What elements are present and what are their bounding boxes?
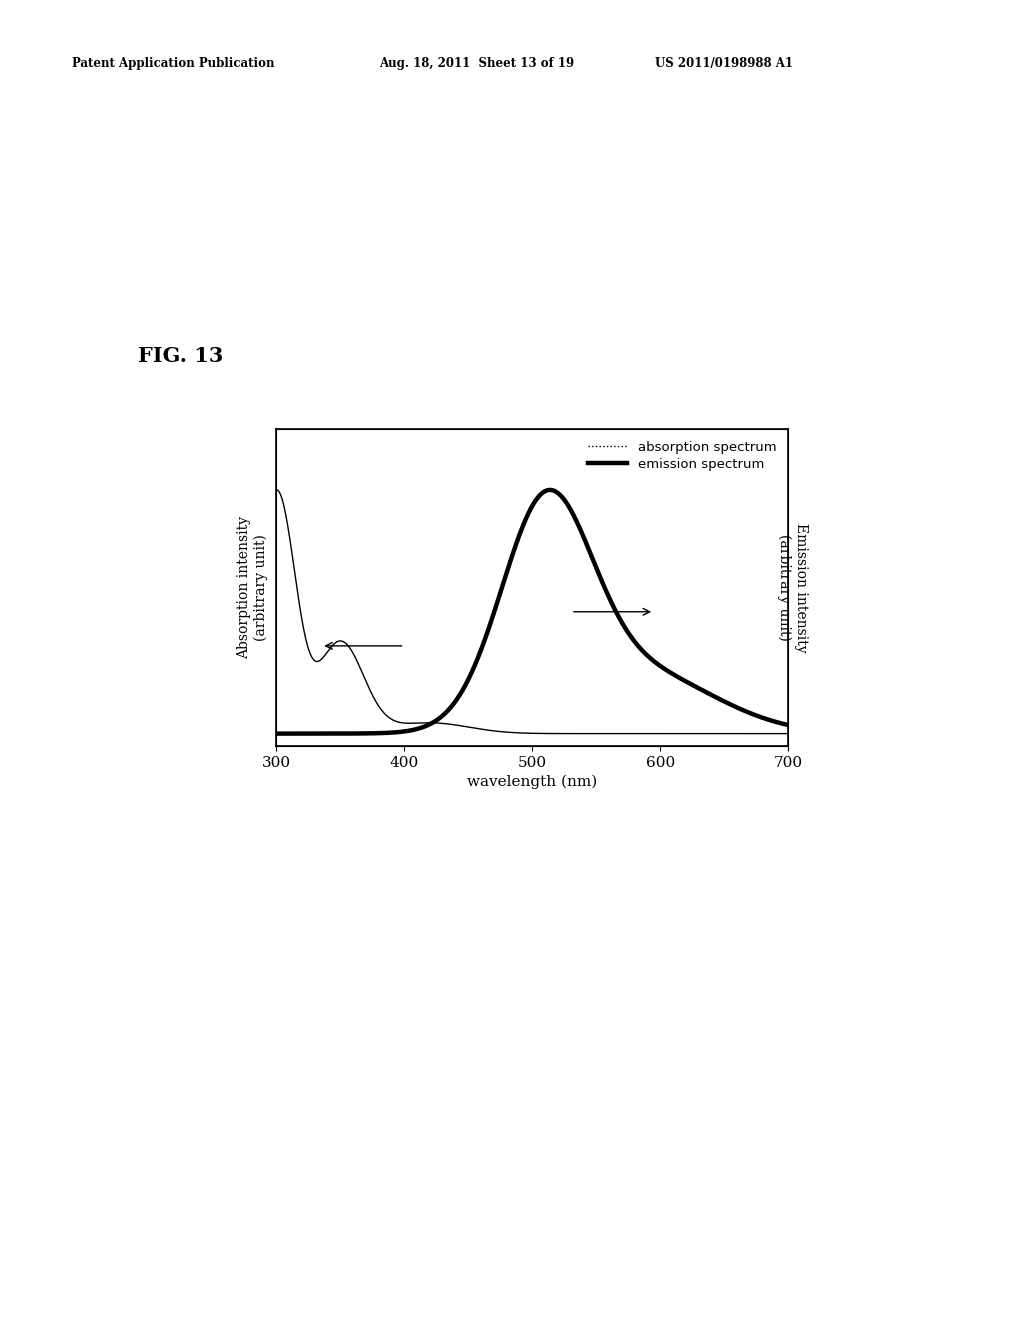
Text: FIG. 13: FIG. 13 <box>138 346 223 366</box>
Text: Aug. 18, 2011  Sheet 13 of 19: Aug. 18, 2011 Sheet 13 of 19 <box>379 57 574 70</box>
X-axis label: wavelength (nm): wavelength (nm) <box>467 775 598 789</box>
Legend: absorption spectrum, emission spectrum: absorption spectrum, emission spectrum <box>583 436 782 477</box>
Text: US 2011/0198988 A1: US 2011/0198988 A1 <box>655 57 794 70</box>
Y-axis label: Emission intensity
(arbitrary unit): Emission intensity (arbitrary unit) <box>777 523 808 652</box>
Text: Patent Application Publication: Patent Application Publication <box>72 57 274 70</box>
Y-axis label: Absorption intensity
(arbitrary unit): Absorption intensity (arbitrary unit) <box>238 516 268 659</box>
